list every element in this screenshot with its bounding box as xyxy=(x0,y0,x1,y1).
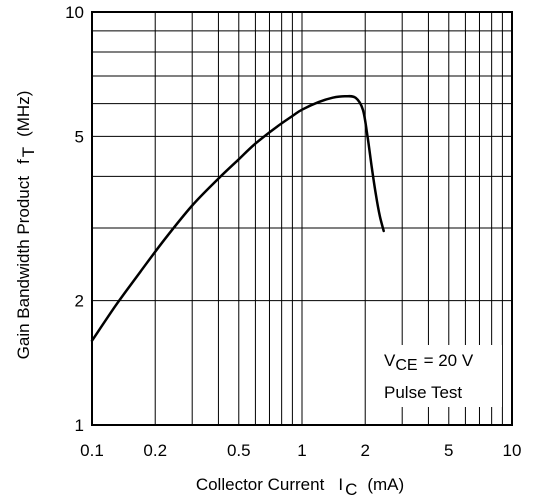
y-axis-label: Gain Bandwidth ProductfT(MHz) xyxy=(14,91,38,360)
x-tick-label: 0.1 xyxy=(80,441,104,460)
vce-condition: VCE = 20 V xyxy=(384,351,474,374)
y-tick-label: 10 xyxy=(65,3,84,22)
y-tick-label: 5 xyxy=(75,127,84,146)
x-tick-label: 0.2 xyxy=(143,441,167,460)
x-axis-label: Collector Current I C (mA) xyxy=(196,475,404,499)
x-tick-label: 10 xyxy=(503,441,522,460)
ft-vs-ic-curve xyxy=(90,94,385,342)
y-tick-label: 2 xyxy=(75,292,84,311)
annotation-background xyxy=(378,345,502,407)
x-tick-labels: 0.1 0.2 0.5 1 2 5 10 xyxy=(80,441,521,460)
x-tick-label: 5 xyxy=(444,441,453,460)
plot-frame xyxy=(91,11,513,426)
x-tick-label: 2 xyxy=(360,441,369,460)
pulse-test-label: Pulse Test xyxy=(384,383,462,402)
y-tick-label: 1 xyxy=(75,416,84,435)
x-tick-label: 1 xyxy=(297,441,306,460)
x-tick-label: 0.5 xyxy=(227,441,251,460)
y-tick-labels: 1 2 5 10 xyxy=(65,3,84,435)
test-conditions-annotation: VCE = 20 V Pulse Test xyxy=(378,345,502,407)
